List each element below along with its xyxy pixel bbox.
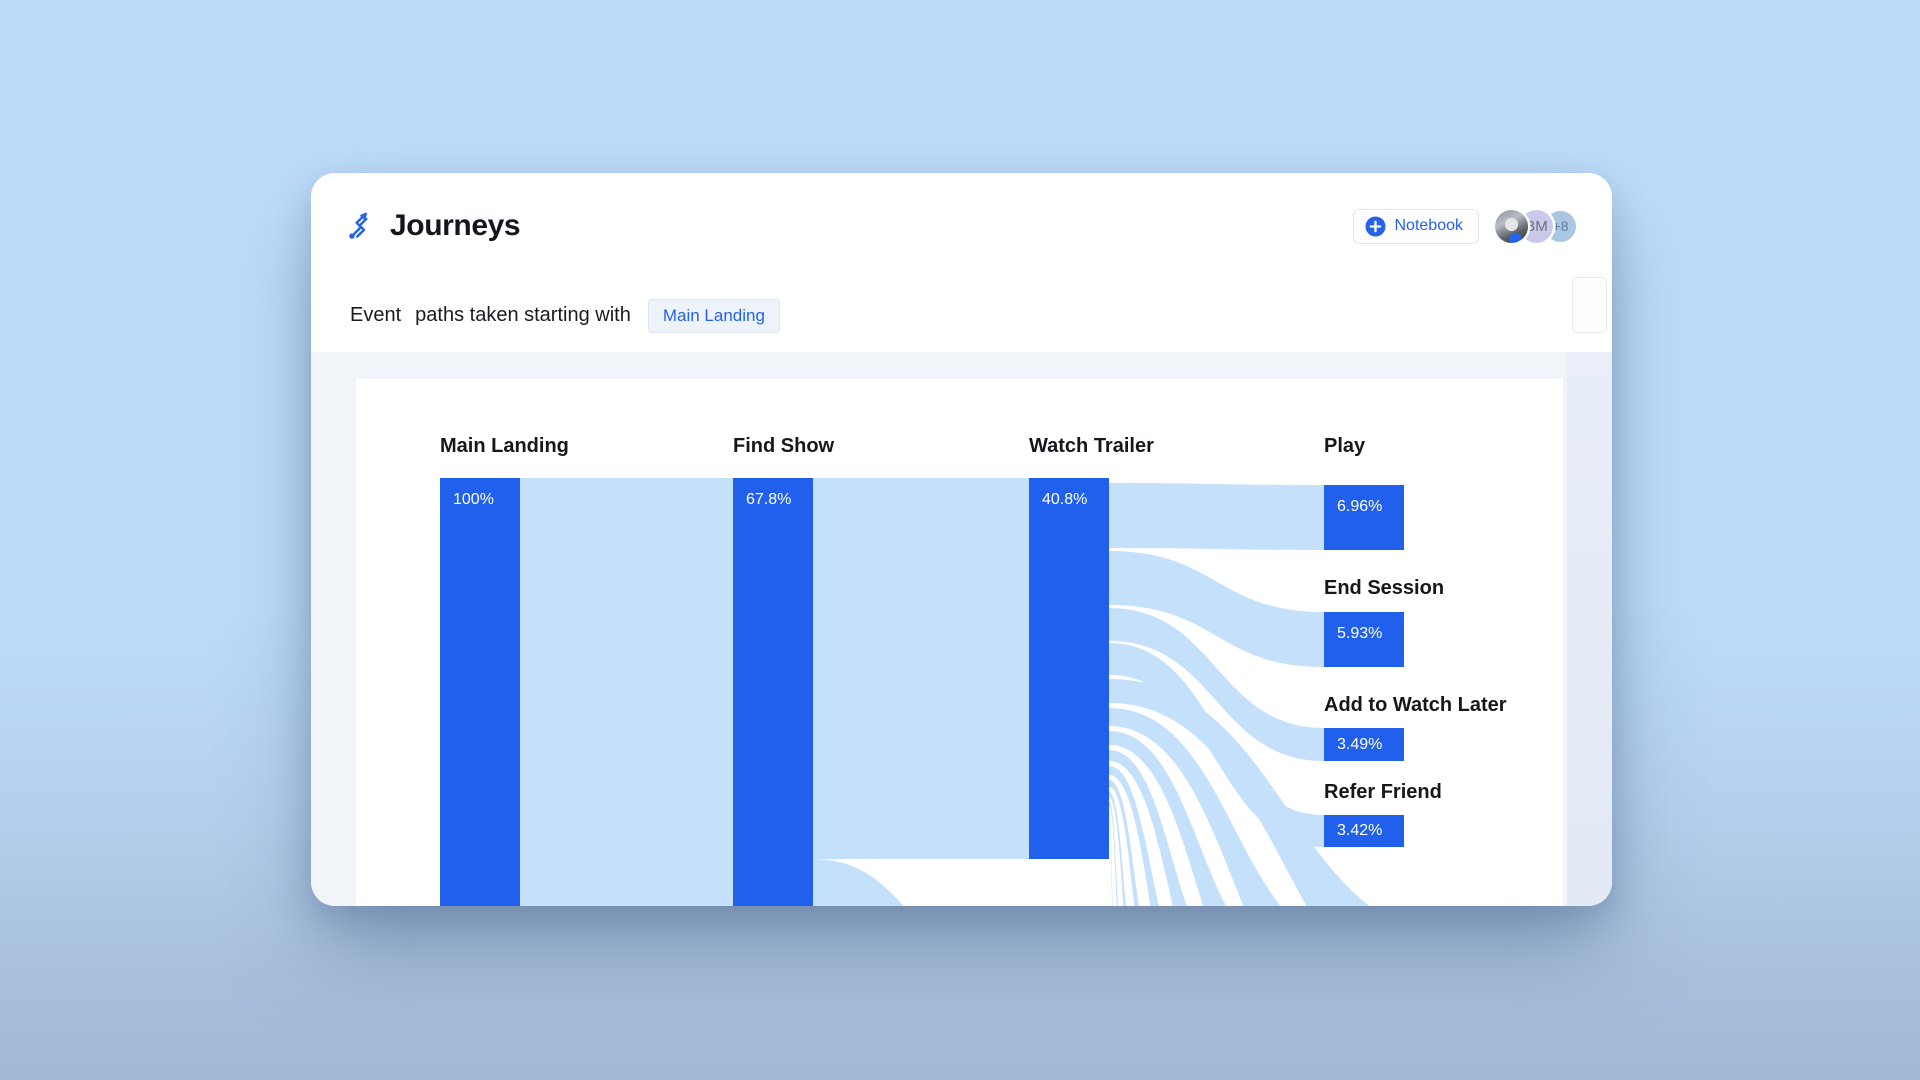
sankey-node-percentage: 67.8% — [746, 491, 792, 508]
sankey-node-watch-trailer[interactable]: 40.8% — [1029, 478, 1109, 859]
filter-bar: Event paths taken starting with Main Lan… — [311, 279, 1612, 352]
sankey-node-add-to-watch-later[interactable]: 3.49% — [1324, 728, 1404, 761]
sankey-link-overflow-3[interactable] — [1109, 708, 1361, 906]
sankey-link-watch-trailer-to-add-to-watch-later[interactable] — [1109, 608, 1324, 761]
sankey-node-label-watch-trailer: Watch Trailer — [1029, 435, 1154, 457]
sankey-node-play[interactable]: 6.96% — [1324, 485, 1404, 550]
sankey-link-watch-trailer-to-end-session[interactable] — [1109, 551, 1324, 667]
sankey-node-label-find-show: Find Show — [733, 435, 835, 457]
sankey-node-percentage: 40.8% — [1042, 491, 1088, 508]
notebook-button[interactable]: Notebook — [1352, 208, 1479, 244]
sankey-node-label-play: Play — [1324, 435, 1366, 457]
sankey-link-overflow-2[interactable] — [1109, 679, 1466, 906]
sankey-node-label-end-session: End Session — [1324, 577, 1445, 599]
sankey-link-watch-trailer-to-play[interactable] — [1109, 483, 1324, 550]
sankey-link-overflow-10[interactable] — [1109, 811, 1116, 906]
avatar-photo[interactable] — [1495, 209, 1528, 243]
journeys-logo-icon — [347, 211, 377, 241]
sankey-node-find-show[interactable]: 67.8% — [733, 478, 813, 906]
sankey-node-main-landing[interactable]: 100% — [440, 478, 520, 906]
sankey-link-main-landing-to-find-show[interactable] — [520, 478, 733, 906]
sankey-link-overflow-11[interactable] — [1109, 819, 1110, 906]
sankey-link-overflow-9[interactable] — [1109, 802, 1126, 906]
sankey-node-label-refer-friend: Refer Friend — [1324, 781, 1442, 803]
header-actions: Notebook BM +8 — [1352, 208, 1576, 244]
journeys-app-card: Journeys Notebook BM +8 Event paths take… — [311, 173, 1612, 906]
sankey-link-overflow-4[interactable] — [1109, 731, 1291, 906]
app-header: Journeys Notebook BM +8 — [311, 173, 1612, 279]
event-type-label[interactable]: Event — [350, 304, 402, 326]
scrollbar-track[interactable] — [1567, 277, 1612, 906]
page-title: Journeys — [390, 209, 521, 242]
filter-description: paths taken starting with — [415, 304, 631, 326]
sankey-node-percentage: 3.49% — [1337, 735, 1383, 753]
scrollbar-thumb[interactable] — [1572, 277, 1607, 333]
notebook-button-label: Notebook — [1394, 217, 1464, 234]
sankey-node-end-session[interactable]: 5.93% — [1324, 612, 1404, 667]
sankey-link-overflow-8[interactable] — [1109, 792, 1140, 906]
sankey-link-overflow-7[interactable] — [1109, 780, 1162, 906]
sankey-link-find-show-to-watch-trailer[interactable] — [813, 478, 1029, 859]
sankey-node-label-main-landing: Main Landing — [440, 435, 569, 457]
sankey-node-percentage: 100% — [453, 491, 494, 508]
sankey-link-overflow-1[interactable] — [813, 859, 1016, 906]
sankey-link-overflow-6[interactable] — [1109, 766, 1194, 906]
sankey-flows-layer — [520, 478, 1466, 906]
sankey-link-overflow-5[interactable] — [1109, 750, 1236, 906]
chart-content-area: Main Landing 100% Find Show 67.8% Watch Trai… — [311, 277, 1612, 906]
sankey-chart-panel: Main Landing 100% Find Show 67.8% Watch Trai… — [356, 379, 1563, 906]
sankey-node-percentage: 3.42% — [1337, 822, 1383, 839]
brand: Journeys — [347, 209, 521, 243]
sankey-node-percentage: 6.96% — [1337, 498, 1383, 515]
start-event-chip[interactable]: Main Landing — [647, 298, 780, 333]
sankey-node-refer-friend[interactable]: 3.42% — [1324, 815, 1404, 847]
avatar-group: BM +8 — [1495, 209, 1576, 243]
sankey-node-label-add-to-watch-later: Add to Watch Later — [1324, 694, 1507, 716]
sankey-node-percentage: 5.93% — [1337, 625, 1383, 642]
plus-circle-icon — [1365, 216, 1386, 237]
